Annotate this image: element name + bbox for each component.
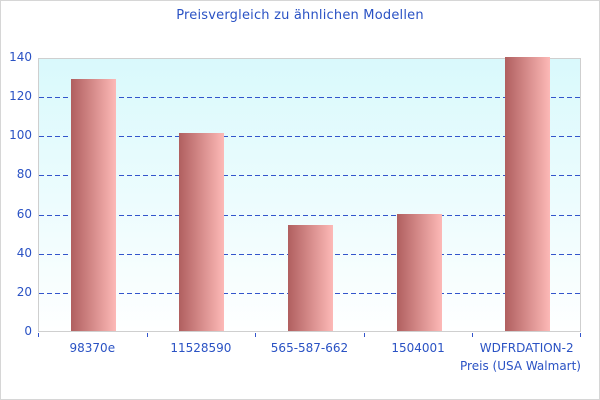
- bar-1504001: [396, 213, 442, 331]
- x-tick-label-565-587-662: 565-587-662: [270, 341, 349, 355]
- x-tick-mark: [255, 333, 257, 337]
- gridline-60: [39, 214, 580, 216]
- x-tick-mark: [472, 333, 474, 337]
- gridline-80: [39, 175, 580, 177]
- chart-title: Preisvergleich zu ähnlichen Modellen: [176, 8, 424, 23]
- bar-98370e: [70, 78, 116, 331]
- y-tick-label-20: 20: [16, 284, 32, 299]
- x-tick-label-1504001: 1504001: [391, 341, 445, 355]
- x-tick-label-11528590: 11528590: [170, 341, 232, 355]
- x-tick-label-98370e: 98370e: [69, 341, 116, 355]
- gridline-120: [39, 97, 580, 99]
- x-tick-mark: [38, 333, 39, 337]
- x-tick-mark: [580, 333, 581, 337]
- y-tick-label-140: 140: [9, 50, 32, 64]
- y-tick-label-60: 60: [16, 206, 32, 221]
- x-axis-title: Preis (USA Walmart): [460, 359, 581, 373]
- y-tick-label-40: 40: [16, 245, 32, 260]
- x-tick-mark: [146, 333, 148, 337]
- y-tick-label-80: 80: [16, 167, 32, 182]
- bar-11528590: [179, 133, 225, 331]
- x-tick-label-WDFRDATION-2: WDFRDATION-2: [479, 341, 574, 355]
- y-tick-label-0: 0: [24, 324, 32, 338]
- x-tick-mark: [363, 333, 365, 337]
- y-tick-label-100: 100: [9, 128, 32, 143]
- gridline-100: [39, 136, 580, 138]
- y-tick-label-120: 120: [9, 89, 32, 104]
- bar-WDFRDATION-2: [505, 57, 551, 331]
- bar-565-587-662: [288, 225, 333, 331]
- plot-area: [38, 57, 581, 332]
